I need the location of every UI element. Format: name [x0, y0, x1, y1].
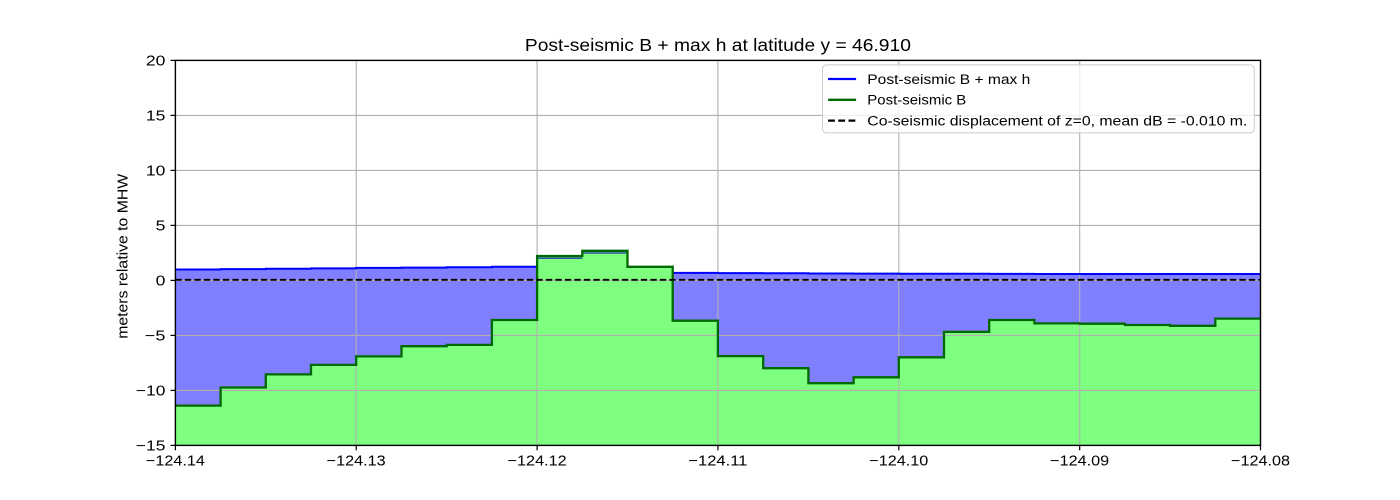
- svg-text:Co-seismic displacement of z=0: Co-seismic displacement of z=0, mean dB …: [867, 113, 1247, 129]
- svg-text:−124.10: −124.10: [869, 454, 928, 470]
- svg-text:−124.08: −124.08: [1231, 454, 1290, 470]
- svg-text:20: 20: [146, 54, 166, 70]
- svg-text:Post-seismic B + max h: Post-seismic B + max h: [867, 72, 1030, 88]
- svg-text:meters relative to MHW: meters relative to MHW: [115, 173, 131, 338]
- svg-text:−5: −5: [145, 329, 166, 345]
- svg-text:−124.09: −124.09: [1050, 454, 1109, 470]
- svg-text:−124.12: −124.12: [508, 454, 567, 470]
- svg-text:−15: −15: [136, 439, 166, 455]
- svg-text:5: 5: [156, 219, 166, 235]
- svg-text:−124.11: −124.11: [688, 454, 747, 470]
- svg-text:Post-seismic B: Post-seismic B: [867, 93, 966, 109]
- svg-text:0: 0: [156, 274, 166, 290]
- svg-text:−124.14: −124.14: [146, 454, 205, 470]
- svg-text:10: 10: [146, 164, 166, 180]
- svg-text:−124.13: −124.13: [327, 454, 386, 470]
- svg-text:Post-seismic B + max h at lati: Post-seismic B + max h at latitude y = 4…: [525, 35, 911, 55]
- svg-text:−10: −10: [136, 384, 166, 400]
- svg-text:15: 15: [146, 109, 166, 125]
